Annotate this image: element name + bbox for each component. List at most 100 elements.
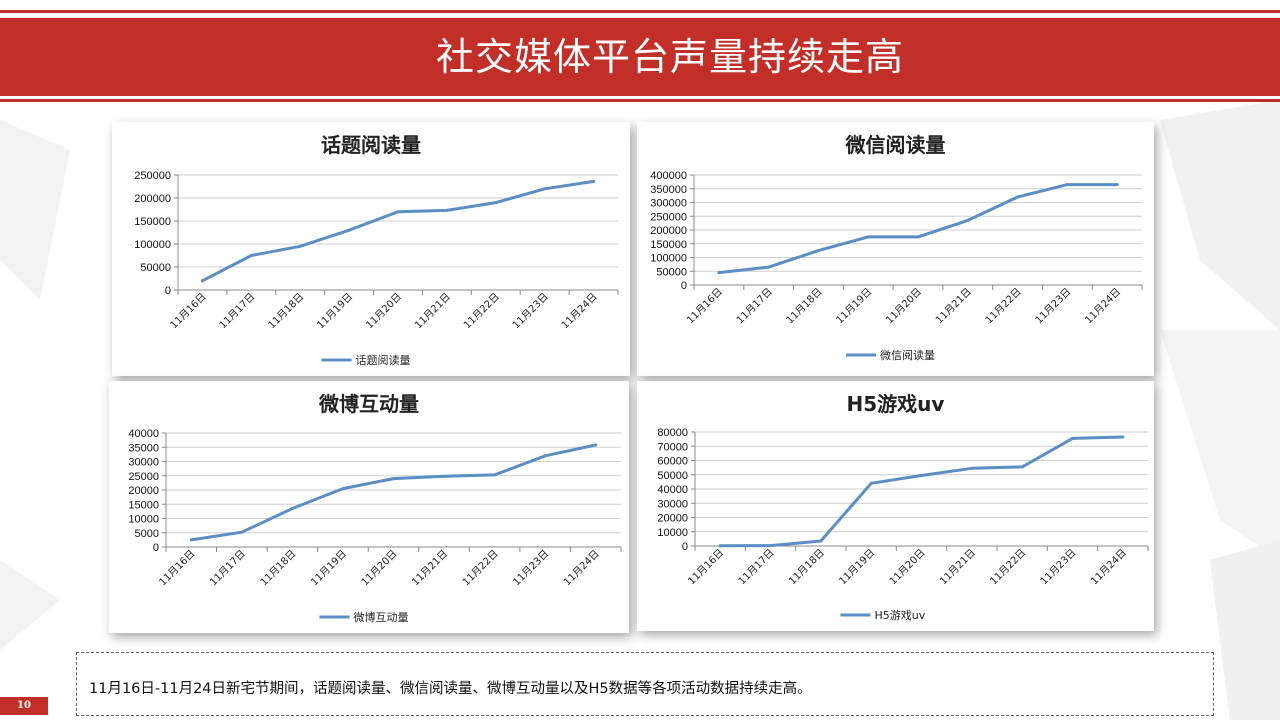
data-point — [341, 487, 345, 491]
y-tick-label: 40000 — [128, 428, 159, 440]
series-line — [189, 443, 598, 542]
x-tick-label: 11月24日 — [559, 291, 600, 332]
data-point — [869, 481, 873, 485]
x-tick-label: 11月16日 — [684, 286, 725, 327]
chart-title: 微博互动量 — [318, 392, 419, 416]
y-tick-label: 250000 — [134, 170, 171, 182]
y-tick-label: 50000 — [656, 266, 687, 278]
chart-title: 话题阅读量 — [321, 133, 421, 157]
x-tick-label: 11月18日 — [786, 547, 827, 588]
chart-panel-topic-reads: 话题阅读量 0 50000 100000 150000 200000 250000 11月16… — [112, 122, 630, 376]
series-line — [718, 435, 1125, 548]
y-tick-label: 50000 — [140, 262, 171, 274]
data-point — [920, 473, 923, 477]
y-tick-label: 200000 — [134, 193, 171, 205]
x-tick-label: 11月24日 — [561, 548, 602, 589]
chart-h5-game-uv: H5游戏uv 0 10000 20000 30000 40000 50000 60000 700… — [657, 392, 1149, 622]
y-tick-label: 20000 — [128, 485, 159, 497]
legend-label: 微信阅读量 — [880, 348, 935, 362]
page-number: 10 — [0, 697, 48, 715]
chart-panel-h5-game-uv: H5游戏uv 0 10000 20000 30000 40000 50000 60000 700… — [637, 381, 1154, 631]
data-point — [543, 454, 547, 458]
y-tick-label: 150000 — [134, 216, 171, 228]
legend-label: H5游戏uv — [875, 609, 926, 622]
x-tick-label: 11月20日 — [359, 548, 400, 589]
y-tick-label: 400000 — [650, 170, 687, 182]
data-point — [718, 544, 722, 548]
page-title: 社交媒体平台声量持续走高 — [435, 35, 904, 79]
data-point — [392, 477, 395, 481]
banner-bottom-rule — [0, 99, 1280, 102]
y-tick-label: 10000 — [657, 527, 688, 539]
data-point — [916, 235, 920, 239]
data-point — [767, 265, 771, 269]
data-point — [494, 201, 498, 205]
x-tick-label: 11月18日 — [258, 548, 299, 589]
legend-label: 微博互动量 — [354, 610, 409, 624]
y-tick-label: 250000 — [650, 211, 687, 223]
x-tick-label: 11月23日 — [1038, 547, 1079, 588]
y-tick-label: 200000 — [650, 225, 687, 237]
x-tick-label: 11月23日 — [1033, 286, 1074, 327]
data-point — [1115, 183, 1119, 187]
data-point — [594, 443, 598, 447]
y-tick-label: 40000 — [657, 484, 688, 496]
summary-text: 11月16日-11月24日新宅节期间，话题阅读量、微信阅读量、微博互动量以及H5… — [89, 681, 812, 697]
data-point — [200, 279, 204, 283]
x-tick-label: 11月21日 — [410, 548, 451, 589]
y-tick-label: 20000 — [657, 513, 688, 525]
y-tick-label: 60000 — [657, 456, 688, 468]
data-point — [543, 187, 547, 191]
data-point — [819, 539, 823, 543]
legend-label: 话题阅读量 — [356, 353, 411, 367]
x-tick-label: 11月19日 — [834, 286, 875, 327]
x-tick-label: 11月22日 — [460, 548, 501, 589]
title-banner: 社交媒体平台声量持续走高 — [0, 10, 1280, 102]
chart-panel-weibo-interactions: 微博互动量 0 5000 10000 15000 20000 25000 30000 35000… — [109, 381, 629, 633]
chart-title: 微信阅读量 — [845, 133, 946, 157]
series-line — [200, 179, 596, 283]
y-tick-label: 0 — [165, 285, 171, 297]
data-point — [442, 474, 446, 478]
x-tick-label: 11月18日 — [266, 291, 307, 332]
y-tick-label: 0 — [681, 280, 687, 292]
data-point — [493, 473, 497, 477]
x-tick-label: 11月19日 — [837, 547, 878, 588]
x-tick-label: 11月17日 — [217, 291, 258, 332]
y-tick-label: 30000 — [128, 457, 159, 469]
chart-topic-reads: 话题阅读量 0 50000 100000 150000 200000 250000 11月16… — [134, 133, 619, 367]
y-tick-label: 35000 — [128, 442, 159, 454]
y-tick-label: 100000 — [134, 239, 171, 251]
x-tick-label: 11月20日 — [883, 286, 924, 327]
x-tick-label: 11月21日 — [933, 286, 974, 327]
banner-top-rule — [0, 10, 1280, 13]
data-point — [249, 254, 253, 257]
data-point — [970, 466, 974, 470]
x-tick-label: 11月16日 — [168, 291, 209, 332]
y-tick-label: 350000 — [650, 184, 687, 196]
y-tick-label: 0 — [153, 542, 159, 554]
x-tick-label: 11月24日 — [1088, 547, 1129, 588]
x-tick-label: 11月17日 — [207, 548, 248, 589]
x-tick-label: 11月19日 — [308, 548, 349, 589]
x-tick-label: 11月17日 — [734, 286, 775, 327]
data-point — [592, 179, 596, 183]
x-tick-label: 11月23日 — [510, 291, 551, 332]
data-point — [866, 235, 870, 239]
x-tick-label: 11月21日 — [412, 291, 453, 332]
chart-weibo-interactions: 微博互动量 0 5000 10000 15000 20000 25000 30000 35000… — [128, 392, 622, 624]
data-point — [966, 218, 970, 222]
data-point — [347, 228, 351, 232]
data-point — [816, 249, 820, 253]
x-tick-label: 11月22日 — [988, 547, 1029, 588]
data-point — [1121, 435, 1125, 439]
data-point — [769, 544, 772, 548]
y-tick-label: 30000 — [657, 498, 688, 510]
y-tick-label: 150000 — [650, 239, 687, 251]
x-tick-label: 11月17日 — [736, 547, 777, 588]
y-tick-label: 5000 — [135, 528, 159, 540]
x-tick-label: 11月21日 — [937, 547, 978, 588]
y-tick-label: 15000 — [128, 499, 159, 511]
banner-band — [0, 18, 1280, 96]
